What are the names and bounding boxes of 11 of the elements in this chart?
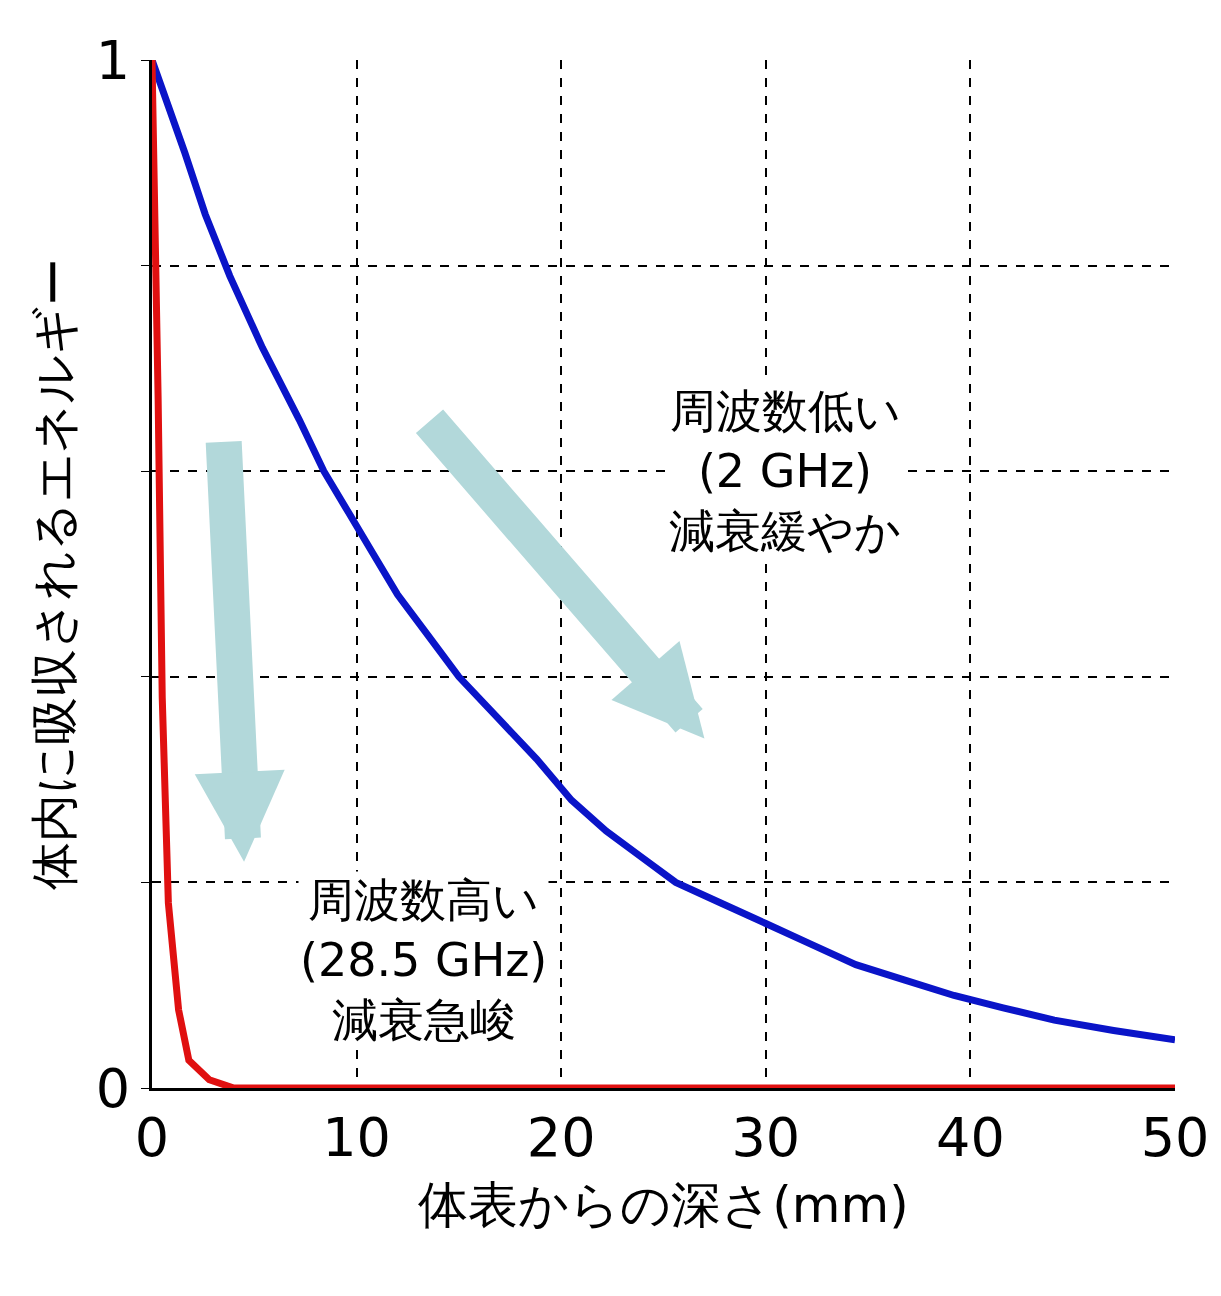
x-tick-label: 50 bbox=[1140, 1105, 1210, 1169]
y-tick-label: 1 bbox=[95, 28, 131, 92]
x-tick-label: 30 bbox=[731, 1105, 801, 1169]
x-tick-label: 0 bbox=[134, 1105, 170, 1169]
y-axis-title: 体内に吸収されるエネルギー bbox=[25, 258, 82, 890]
x-axis-title: 体表からの深さ(mm) bbox=[418, 1176, 909, 1235]
annotation: 周波数低い (2 GHz) 減衰緩やか bbox=[669, 384, 901, 558]
annotation: 周波数高い (28.5 GHz) 減衰急峻 bbox=[300, 873, 548, 1047]
x-tick-label: 20 bbox=[526, 1105, 596, 1169]
x-tick-label: 40 bbox=[936, 1105, 1005, 1169]
x-tick-label: 10 bbox=[322, 1105, 391, 1169]
